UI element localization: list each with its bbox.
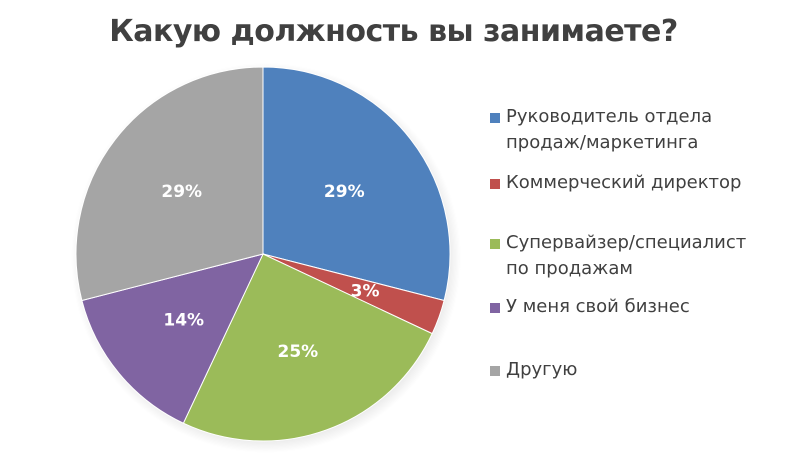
legend-swatch-1 — [490, 179, 500, 189]
legend-item: Другую — [490, 357, 577, 383]
legend-label: Другую — [506, 359, 578, 380]
data-label: 29% — [324, 182, 365, 202]
legend-item: Супервайзер/специалист по продажам — [490, 230, 746, 282]
pie-slice — [81, 253, 264, 424]
chart-title: Какую должность вы занимаете? — [109, 14, 678, 49]
data-label: 25% — [277, 342, 318, 362]
legend-swatch-2 — [490, 239, 500, 249]
legend-label: У меня свой бизнес — [506, 296, 690, 317]
data-label: 14% — [163, 311, 204, 331]
legend-item: У меня свой бизнес — [490, 294, 690, 320]
legend-label: Коммерческий директор — [506, 172, 742, 193]
legend-label: Руководитель отдела продаж/маркетинга — [506, 106, 713, 153]
legend-item: Коммерческий директор — [490, 170, 742, 196]
legend-swatch-0 — [490, 113, 500, 123]
pie-slice — [262, 66, 451, 302]
pie-slice — [75, 66, 264, 302]
legend-swatch-4 — [490, 366, 500, 376]
legend-item: Руководитель отдела продаж/маркетинга — [490, 104, 712, 156]
pie-slice — [182, 253, 433, 442]
legend-swatch-3 — [490, 303, 500, 313]
data-label: 29% — [161, 182, 202, 202]
data-label: 3% — [351, 282, 380, 302]
legend-label: Супервайзер/специалист по продажам — [506, 232, 747, 279]
